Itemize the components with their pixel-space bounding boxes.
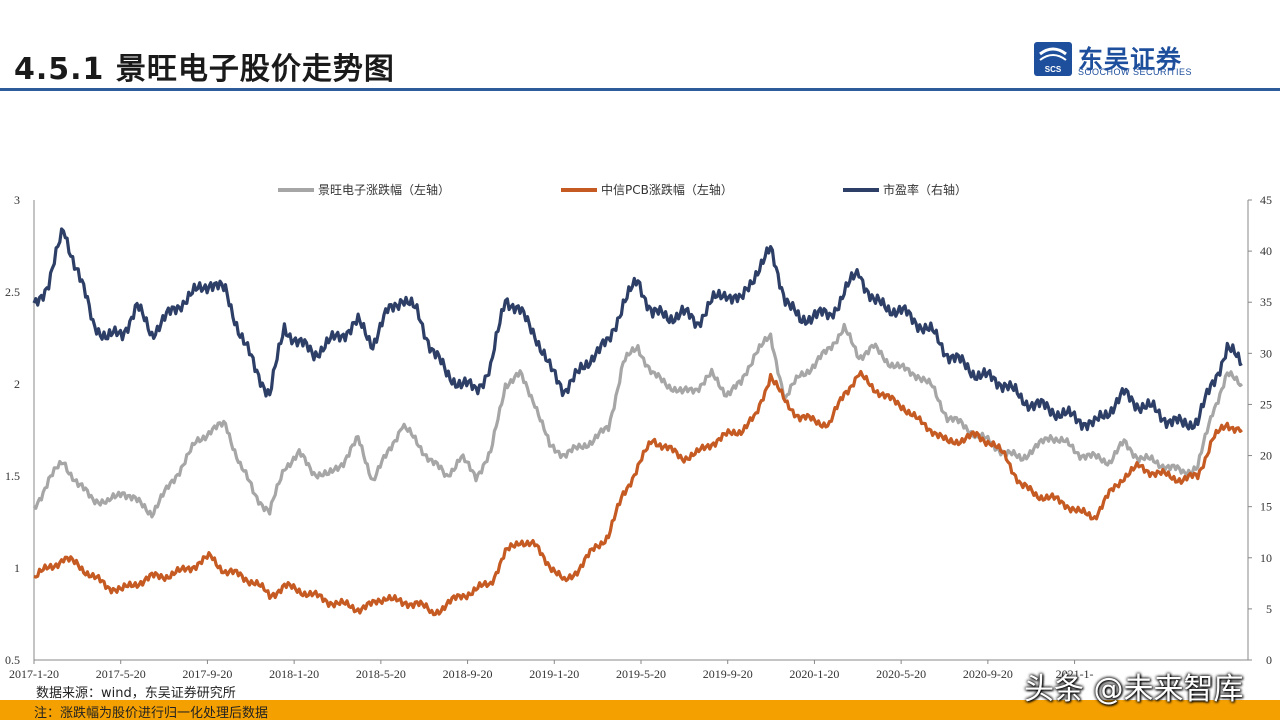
x-tick-label: 2019-9-20 [703,667,753,680]
right-tick-label: 30 [1260,346,1272,360]
series-pcb-line [33,369,1243,617]
footer-bar [0,700,1280,720]
x-tick-label: 2021-1- [1056,667,1094,680]
series-pe-line [32,227,1243,432]
logo-english-name: SOOCHOW SECURITIES [1078,67,1193,77]
x-tick-label: 2017-5-20 [96,667,146,680]
logo-mark-icon: SCS [1034,42,1072,76]
right-tick-label: 15 [1260,500,1272,514]
x-tick-label: 2020-1-20 [789,667,839,680]
series-jingwang-line [32,322,1244,519]
x-tick-label: 2018-9-20 [443,667,493,680]
page-title: 4.5.1 景旺电子股价走势图 [14,52,395,87]
legend-label: 中信PCB涨跌幅（左轴） [601,182,733,197]
left-tick-label: 1 [14,561,20,575]
logo-chinese-name: 东吴证券 [1078,45,1183,74]
left-tick-label: 1.5 [5,469,20,483]
left-tick-label: 2 [14,377,20,391]
right-tick-label: 45 [1260,193,1272,207]
x-tick-label: 2018-5-20 [356,667,406,680]
x-tick-label: 2020-9-20 [963,667,1013,680]
right-tick-label: 0 [1266,653,1272,667]
right-tick-label: 40 [1260,244,1272,258]
company-logo: SCS 东吴证券 SOOCHOW SECURITIES [1034,42,1224,78]
right-tick-label: 10 [1260,551,1272,565]
right-tick-label: 35 [1260,295,1272,309]
x-tick-label: 2019-1-20 [529,667,579,680]
page-header: 4.5.1 景旺电子股价走势图 SCS 东吴证券 SOOCHOW SECURIT… [0,0,1280,92]
footnote: 注：涨跌幅为股价进行归一化处理后数据 [34,706,269,721]
x-tick-label: 2018-1-20 [269,667,319,680]
left-tick-label: 2.5 [5,285,20,299]
x-tick-label: 2017-1-20 [9,667,59,680]
watermark: 头条 @未来智库 [1024,672,1244,707]
right-tick-label: 25 [1260,397,1272,411]
x-tick-label: 2019-5-20 [616,667,666,680]
header-rule [0,88,1280,91]
left-tick-label: 0.5 [5,653,20,667]
legend-label: 市盈率（右轴） [883,182,967,197]
x-tick-label: 2020-5-20 [876,667,926,680]
right-tick-label: 5 [1266,602,1272,616]
legend-label: 景旺电子涨跌幅（左轴） [318,182,450,197]
right-tick-label: 20 [1260,449,1272,463]
data-source-note: 数据来源：wind，东吴证券研究所 [36,686,236,701]
logo-mark-text: SCS [1045,65,1062,74]
x-tick-label: 2017-9-20 [182,667,232,680]
left-tick-label: 3 [14,193,20,207]
